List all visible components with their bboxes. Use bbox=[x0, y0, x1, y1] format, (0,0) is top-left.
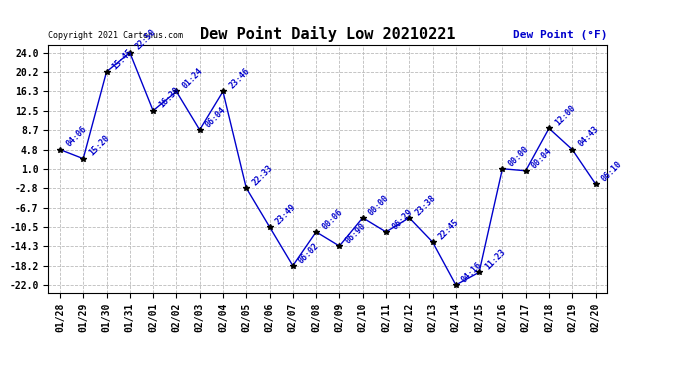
Title: Dew Point Daily Low 20210221: Dew Point Daily Low 20210221 bbox=[200, 27, 455, 42]
Text: 00:06: 00:06 bbox=[320, 207, 344, 231]
Text: 15:20: 15:20 bbox=[88, 134, 112, 158]
Text: 06:02: 06:02 bbox=[297, 241, 321, 265]
Text: 23:38: 23:38 bbox=[413, 193, 437, 217]
Text: 04:43: 04:43 bbox=[576, 125, 600, 149]
Text: 16:30: 16:30 bbox=[157, 86, 181, 110]
Text: Dew Point (°F): Dew Point (°F) bbox=[513, 30, 607, 40]
Text: 00:00: 00:00 bbox=[506, 144, 531, 168]
Text: 04:06: 04:06 bbox=[64, 125, 88, 149]
Text: 22:45: 22:45 bbox=[437, 217, 461, 241]
Text: Copyright 2021 Cartenus.com: Copyright 2021 Cartenus.com bbox=[48, 31, 184, 40]
Text: 06:10: 06:10 bbox=[600, 159, 624, 183]
Text: 06:29: 06:29 bbox=[390, 207, 414, 231]
Text: 15:45: 15:45 bbox=[110, 47, 135, 71]
Text: 22:50: 22:50 bbox=[134, 28, 158, 52]
Text: 23:46: 23:46 bbox=[227, 67, 251, 91]
Text: 00:00: 00:00 bbox=[367, 193, 391, 217]
Text: 11:23: 11:23 bbox=[483, 248, 507, 272]
Text: 00:04: 00:04 bbox=[530, 146, 554, 170]
Text: 06:90: 06:90 bbox=[344, 221, 368, 245]
Text: 12:00: 12:00 bbox=[553, 104, 578, 128]
Text: 01:24: 01:24 bbox=[181, 67, 205, 91]
Text: 23:49: 23:49 bbox=[274, 202, 298, 226]
Text: 06:04: 06:04 bbox=[204, 105, 228, 129]
Text: 22:33: 22:33 bbox=[250, 163, 275, 187]
Text: 04:16: 04:16 bbox=[460, 260, 484, 284]
